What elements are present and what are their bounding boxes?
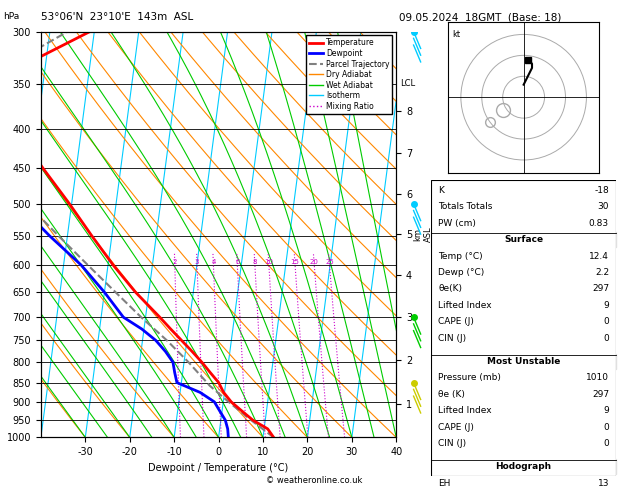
Text: 4: 4 — [211, 259, 216, 265]
Text: © weatheronline.co.uk: © weatheronline.co.uk — [266, 475, 363, 485]
Text: 0.83: 0.83 — [589, 219, 609, 227]
Text: 20: 20 — [310, 259, 319, 265]
Text: Lifted Index: Lifted Index — [438, 301, 492, 310]
Text: 0: 0 — [603, 439, 609, 448]
Text: 9: 9 — [603, 406, 609, 415]
Text: 0: 0 — [603, 423, 609, 432]
Text: 297: 297 — [592, 284, 609, 294]
X-axis label: Dewpoint / Temperature (°C): Dewpoint / Temperature (°C) — [148, 463, 289, 473]
Text: 3: 3 — [195, 259, 199, 265]
Text: 12.4: 12.4 — [589, 252, 609, 260]
Text: CIN (J): CIN (J) — [438, 439, 467, 448]
Text: CIN (J): CIN (J) — [438, 334, 467, 343]
Text: 0: 0 — [603, 334, 609, 343]
Text: 9: 9 — [603, 301, 609, 310]
Text: PW (cm): PW (cm) — [438, 219, 476, 227]
Bar — [431, 459, 616, 474]
Text: 30: 30 — [598, 202, 609, 211]
Y-axis label: km
ASL: km ASL — [414, 226, 433, 243]
Text: θe(K): θe(K) — [438, 284, 462, 294]
Text: Dewp (°C): Dewp (°C) — [438, 268, 484, 277]
Text: Totals Totals: Totals Totals — [438, 202, 493, 211]
Text: 13: 13 — [598, 479, 609, 486]
Text: 10: 10 — [264, 259, 274, 265]
FancyBboxPatch shape — [431, 180, 616, 476]
Text: CAPE (J): CAPE (J) — [438, 423, 474, 432]
Text: kt: kt — [452, 30, 460, 39]
Y-axis label: hPa: hPa — [0, 226, 1, 243]
Text: 2.2: 2.2 — [595, 268, 609, 277]
Text: 8: 8 — [253, 259, 257, 265]
Text: Lifted Index: Lifted Index — [438, 406, 492, 415]
Text: Pressure (mb): Pressure (mb) — [438, 373, 501, 382]
Text: Most Unstable: Most Unstable — [487, 357, 560, 366]
Text: hPa: hPa — [3, 12, 19, 21]
Text: 15: 15 — [291, 259, 299, 265]
Text: 53°06'N  23°10'E  143m  ASL: 53°06'N 23°10'E 143m ASL — [41, 12, 193, 22]
Text: θe (K): θe (K) — [438, 390, 465, 399]
Text: Temp (°C): Temp (°C) — [438, 252, 483, 260]
Text: K: K — [438, 186, 444, 195]
Bar — [431, 232, 616, 247]
Text: 2: 2 — [172, 259, 177, 265]
Bar — [431, 354, 616, 369]
Text: EH: EH — [438, 479, 450, 486]
Text: -18: -18 — [594, 186, 609, 195]
Text: LCL: LCL — [400, 79, 415, 87]
Text: Hodograph: Hodograph — [496, 462, 552, 471]
Text: 09.05.2024  18GMT  (Base: 18): 09.05.2024 18GMT (Base: 18) — [399, 12, 562, 22]
Text: Surface: Surface — [504, 235, 543, 244]
Text: 0: 0 — [603, 317, 609, 326]
Text: CAPE (J): CAPE (J) — [438, 317, 474, 326]
Text: 297: 297 — [592, 390, 609, 399]
Text: 25: 25 — [325, 259, 334, 265]
Legend: Temperature, Dewpoint, Parcel Trajectory, Dry Adiabat, Wet Adiabat, Isotherm, Mi: Temperature, Dewpoint, Parcel Trajectory… — [306, 35, 392, 114]
Text: 6: 6 — [235, 259, 240, 265]
Text: 1010: 1010 — [586, 373, 609, 382]
